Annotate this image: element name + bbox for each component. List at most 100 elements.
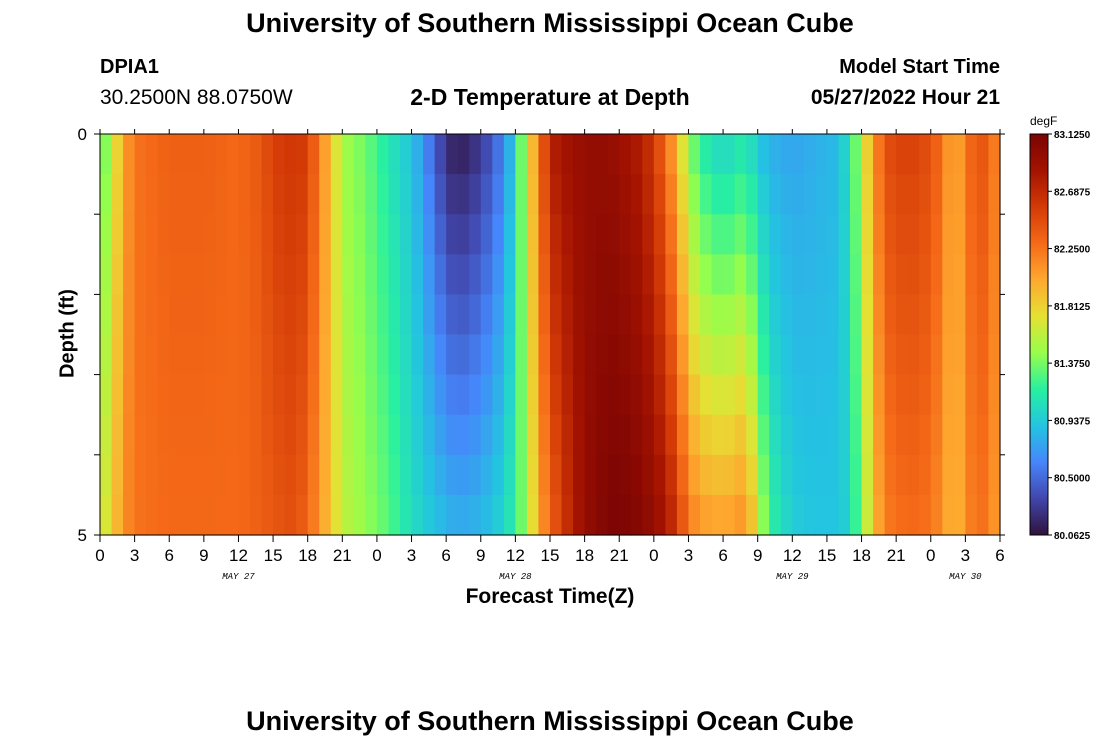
heatmap-cell <box>688 254 701 295</box>
heatmap-cell <box>342 454 355 496</box>
heatmap-cell <box>330 214 343 255</box>
heatmap-cell <box>584 294 597 336</box>
heatmap-cell <box>457 294 470 336</box>
heatmap-cell <box>526 174 540 215</box>
heatmap-cell <box>388 494 401 536</box>
heatmap-cell <box>526 494 540 536</box>
heatmap-cell <box>400 454 413 496</box>
heatmap-cell <box>100 334 113 376</box>
heatmap-cell <box>873 414 886 456</box>
heatmap-cell <box>561 254 574 295</box>
heatmap-cell <box>861 454 874 496</box>
heatmap-cell <box>803 214 816 255</box>
heatmap-cell <box>469 294 482 336</box>
heatmap-cell <box>676 134 690 175</box>
heatmap-cell <box>723 454 736 496</box>
heatmap-cell <box>930 334 943 376</box>
heatmap-cell <box>676 334 690 376</box>
heatmap-cell <box>561 134 574 175</box>
heatmap-cell <box>538 494 551 536</box>
heatmap-cell <box>850 374 863 416</box>
station-coordinates: 30.2500N 88.0750W <box>100 86 293 109</box>
heatmap-cell <box>434 414 447 456</box>
heatmap-cell <box>342 374 355 416</box>
page-title: University of Southern Mississippi Ocean… <box>246 8 854 38</box>
heatmap-cell <box>561 334 574 376</box>
y-tick-label: 0 <box>78 125 87 144</box>
heatmap-cell <box>319 214 332 255</box>
heatmap-cell <box>815 214 828 255</box>
heatmap-cell <box>319 254 332 295</box>
heatmap-cell <box>884 454 897 496</box>
heatmap-cell <box>342 494 355 536</box>
heatmap-cell <box>238 414 251 456</box>
heatmap-cell <box>538 454 551 496</box>
heatmap-cell <box>446 134 459 175</box>
heatmap-cell <box>780 254 793 295</box>
heatmap-cell <box>792 134 805 175</box>
heatmap-cell <box>353 294 366 336</box>
heatmap-cell <box>607 294 620 336</box>
heatmap-cell <box>930 374 943 416</box>
heatmap-cell <box>261 254 274 295</box>
heatmap-cell <box>988 454 1001 496</box>
heatmap-cell <box>711 214 724 255</box>
heatmap-cell <box>215 294 228 336</box>
x-tick-label: 21 <box>610 546 629 565</box>
heatmap-cell <box>515 174 528 215</box>
heatmap-cell <box>388 254 401 295</box>
heatmap-cell <box>388 134 401 175</box>
heatmap-cell <box>492 214 505 255</box>
heatmap-cell <box>538 174 551 215</box>
heatmap-cell <box>815 494 828 536</box>
heatmap-cell <box>584 254 597 295</box>
heatmap-cell <box>769 294 782 336</box>
heatmap-cell <box>826 294 840 336</box>
heatmap-cell <box>884 334 897 376</box>
colorbar-tick-label: 83.1250 <box>1054 130 1091 141</box>
heatmap-cell <box>976 334 990 376</box>
heatmap-cell <box>919 134 932 175</box>
heatmap-cell <box>584 494 597 536</box>
heatmap-cell <box>215 494 228 536</box>
heatmap-cell <box>353 254 366 295</box>
heatmap-cell <box>273 334 286 376</box>
heatmap-cell <box>619 254 632 295</box>
heatmap-cell <box>353 454 366 496</box>
heatmap-cell <box>930 414 943 456</box>
heatmap-cell <box>792 494 805 536</box>
heatmap-cell <box>400 494 413 536</box>
heatmap-cell <box>215 454 228 496</box>
heatmap-cell <box>976 374 990 416</box>
heatmap-cell <box>146 134 159 175</box>
heatmap-cell <box>988 174 1001 215</box>
heatmap-cell <box>953 334 966 376</box>
heatmap-cell <box>307 414 320 456</box>
heatmap-cell <box>111 254 124 295</box>
heatmap-cell <box>884 294 897 336</box>
heatmap-cell <box>942 214 955 255</box>
heatmap-cell <box>261 174 274 215</box>
heatmap-cell <box>238 374 251 416</box>
heatmap-cell <box>965 494 978 536</box>
day-label: MAY 27 <box>222 572 255 582</box>
heatmap-cell <box>550 254 563 295</box>
heatmap-cell <box>376 334 390 376</box>
heatmap-cell <box>573 214 586 255</box>
heatmap-cell <box>273 174 286 215</box>
x-tick-label: 3 <box>961 546 970 565</box>
heatmap-cell <box>388 374 401 416</box>
heatmap-cell <box>711 294 724 336</box>
x-tick-label: 3 <box>407 546 416 565</box>
heatmap-cell <box>307 494 320 536</box>
heatmap-cell <box>769 134 782 175</box>
heatmap-cell <box>273 454 286 496</box>
heatmap-cell <box>919 374 932 416</box>
heatmap-cell <box>100 214 113 255</box>
heatmap-cell <box>907 374 920 416</box>
chart-subtitle: 2-D Temperature at Depth <box>410 84 690 110</box>
heatmap-cell <box>503 214 516 255</box>
heatmap-cell <box>319 334 332 376</box>
heatmap-cell <box>688 454 701 496</box>
heatmap-cell <box>965 374 978 416</box>
